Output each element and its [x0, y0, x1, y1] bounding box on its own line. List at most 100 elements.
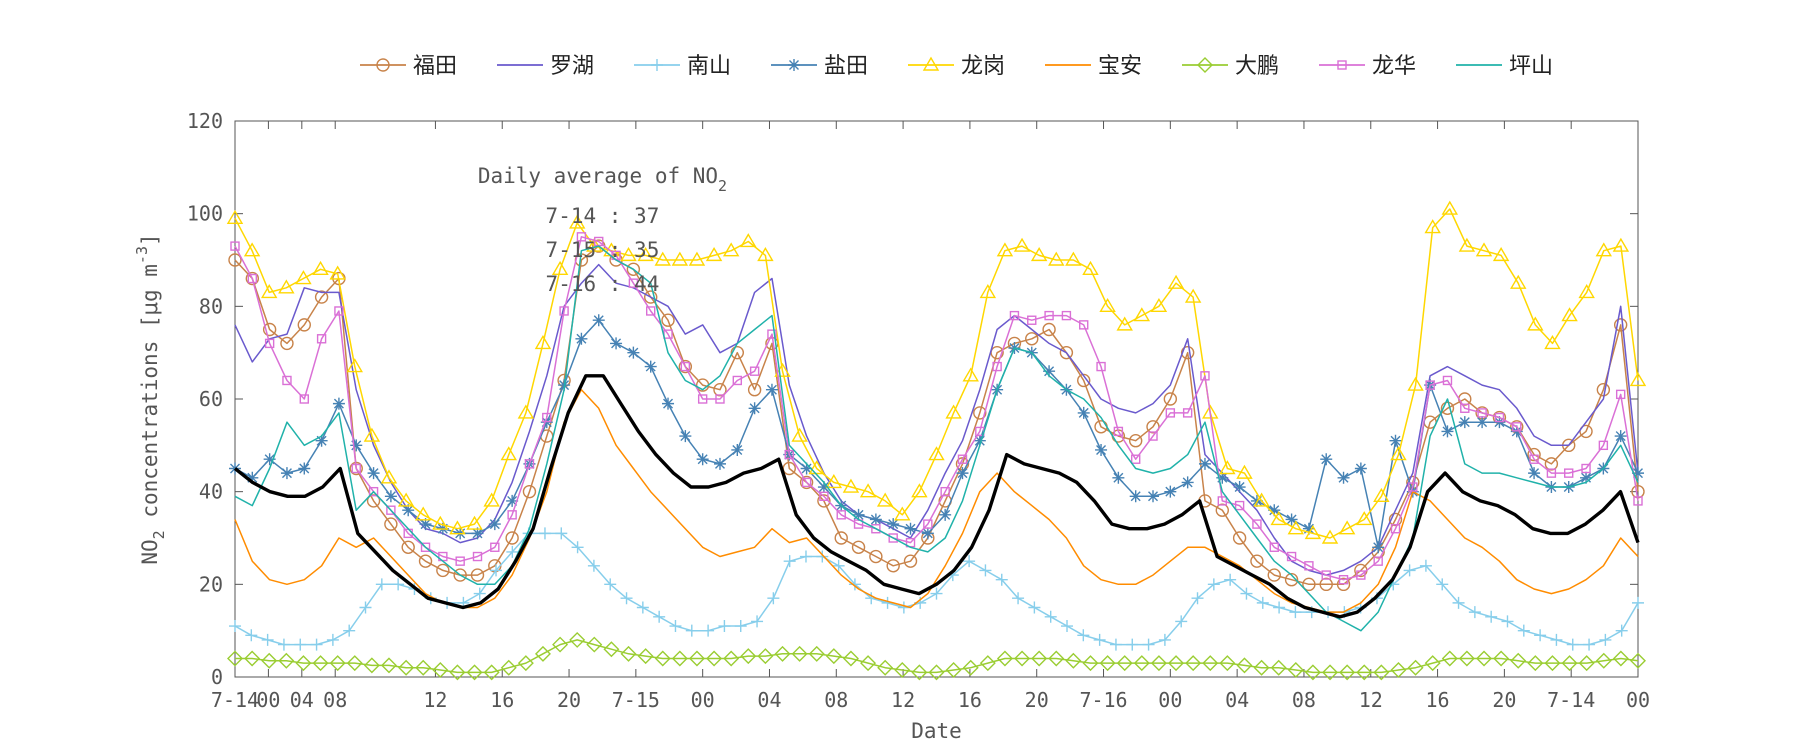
data-point — [1219, 655, 1236, 672]
data-point — [1630, 652, 1646, 669]
data-point — [747, 383, 762, 397]
data-point — [628, 278, 639, 288]
legend-label: 大鹏 — [1235, 54, 1279, 79]
data-point — [246, 471, 259, 484]
data-point — [1233, 481, 1246, 494]
data-point — [1130, 454, 1141, 464]
data-point — [1065, 251, 1082, 266]
data-point — [860, 655, 877, 672]
legend-label: 福田 — [413, 54, 457, 79]
data-point — [1217, 496, 1227, 506]
series-line — [234, 388, 1639, 613]
data-point — [1304, 664, 1321, 681]
data-point — [551, 260, 569, 275]
data-point — [1287, 662, 1304, 679]
data-point — [1356, 664, 1373, 681]
data-point — [1061, 310, 1072, 321]
data-point — [869, 513, 882, 526]
series-daily-average — [233, 374, 1640, 619]
data-point — [851, 540, 866, 554]
series-南山 — [229, 527, 1644, 651]
data-point — [490, 564, 503, 577]
data-point — [315, 434, 328, 447]
data-point — [1527, 447, 1541, 462]
data-point — [783, 555, 796, 568]
data-point — [637, 246, 654, 262]
data-point — [973, 406, 987, 420]
data-point — [1197, 57, 1213, 73]
legend-item: 罗湖 — [497, 54, 594, 79]
data-point — [1150, 655, 1167, 672]
data-point — [1501, 615, 1514, 628]
legend-item: 南山 — [634, 54, 731, 79]
data-point — [1614, 430, 1627, 443]
data-point — [310, 638, 323, 651]
data-point — [836, 510, 846, 520]
data-point — [453, 568, 467, 582]
legend-label: 宝安 — [1098, 54, 1142, 79]
data-point — [877, 659, 894, 676]
data-point — [1185, 655, 1202, 672]
data-point — [1302, 577, 1316, 592]
data-point — [455, 556, 465, 566]
data-point — [911, 664, 928, 681]
data-point — [1424, 655, 1441, 672]
data-point — [1390, 662, 1407, 679]
data-point — [472, 551, 483, 562]
data-point — [1373, 556, 1383, 566]
data-point — [1544, 655, 1561, 672]
data-point — [1633, 496, 1643, 506]
data-point — [524, 459, 535, 469]
data-point — [620, 246, 637, 262]
data-point — [1059, 345, 1074, 360]
data-point — [973, 434, 986, 447]
data-point — [1065, 652, 1082, 669]
data-point — [419, 518, 432, 531]
data-point — [922, 56, 940, 71]
data-point — [230, 241, 240, 251]
data-point — [1270, 511, 1287, 526]
data-point — [1436, 578, 1449, 591]
series-line — [234, 319, 1639, 549]
data-point — [962, 367, 979, 382]
data-point — [316, 334, 327, 344]
data-point — [1336, 577, 1351, 592]
data-point — [1250, 554, 1264, 568]
data-point — [343, 624, 356, 637]
data-point — [1302, 522, 1315, 535]
data-point — [637, 648, 654, 665]
data-point — [368, 486, 379, 497]
data-point — [1578, 655, 1595, 672]
data-point — [1202, 655, 1219, 672]
data-point — [1468, 606, 1481, 619]
data-point — [380, 469, 398, 484]
data-point — [1147, 490, 1160, 503]
data-point — [534, 335, 552, 350]
data-point — [740, 648, 757, 665]
data-point — [767, 592, 780, 605]
x-tick-label: 00 — [1626, 688, 1650, 712]
data-point — [534, 645, 551, 662]
data-point — [398, 659, 415, 676]
data-point — [869, 549, 883, 564]
data-point — [1354, 462, 1367, 475]
data-point — [702, 624, 715, 637]
x-tick-label: 12 — [423, 688, 447, 712]
data-point — [359, 601, 372, 614]
x-tick-label: 7-14 — [211, 688, 259, 712]
data-point — [1564, 468, 1574, 478]
series-大鹏 — [227, 631, 1646, 681]
legend-item: 龙华 — [1319, 54, 1416, 79]
data-point — [610, 337, 623, 350]
data-point — [749, 366, 760, 376]
data-point — [1252, 519, 1262, 529]
data-point — [384, 490, 397, 503]
data-point — [401, 540, 415, 554]
data-point — [894, 506, 911, 521]
data-point — [449, 520, 466, 535]
data-point — [886, 559, 900, 573]
data-point — [471, 527, 484, 540]
data-point — [685, 624, 698, 637]
data-point — [392, 578, 405, 591]
